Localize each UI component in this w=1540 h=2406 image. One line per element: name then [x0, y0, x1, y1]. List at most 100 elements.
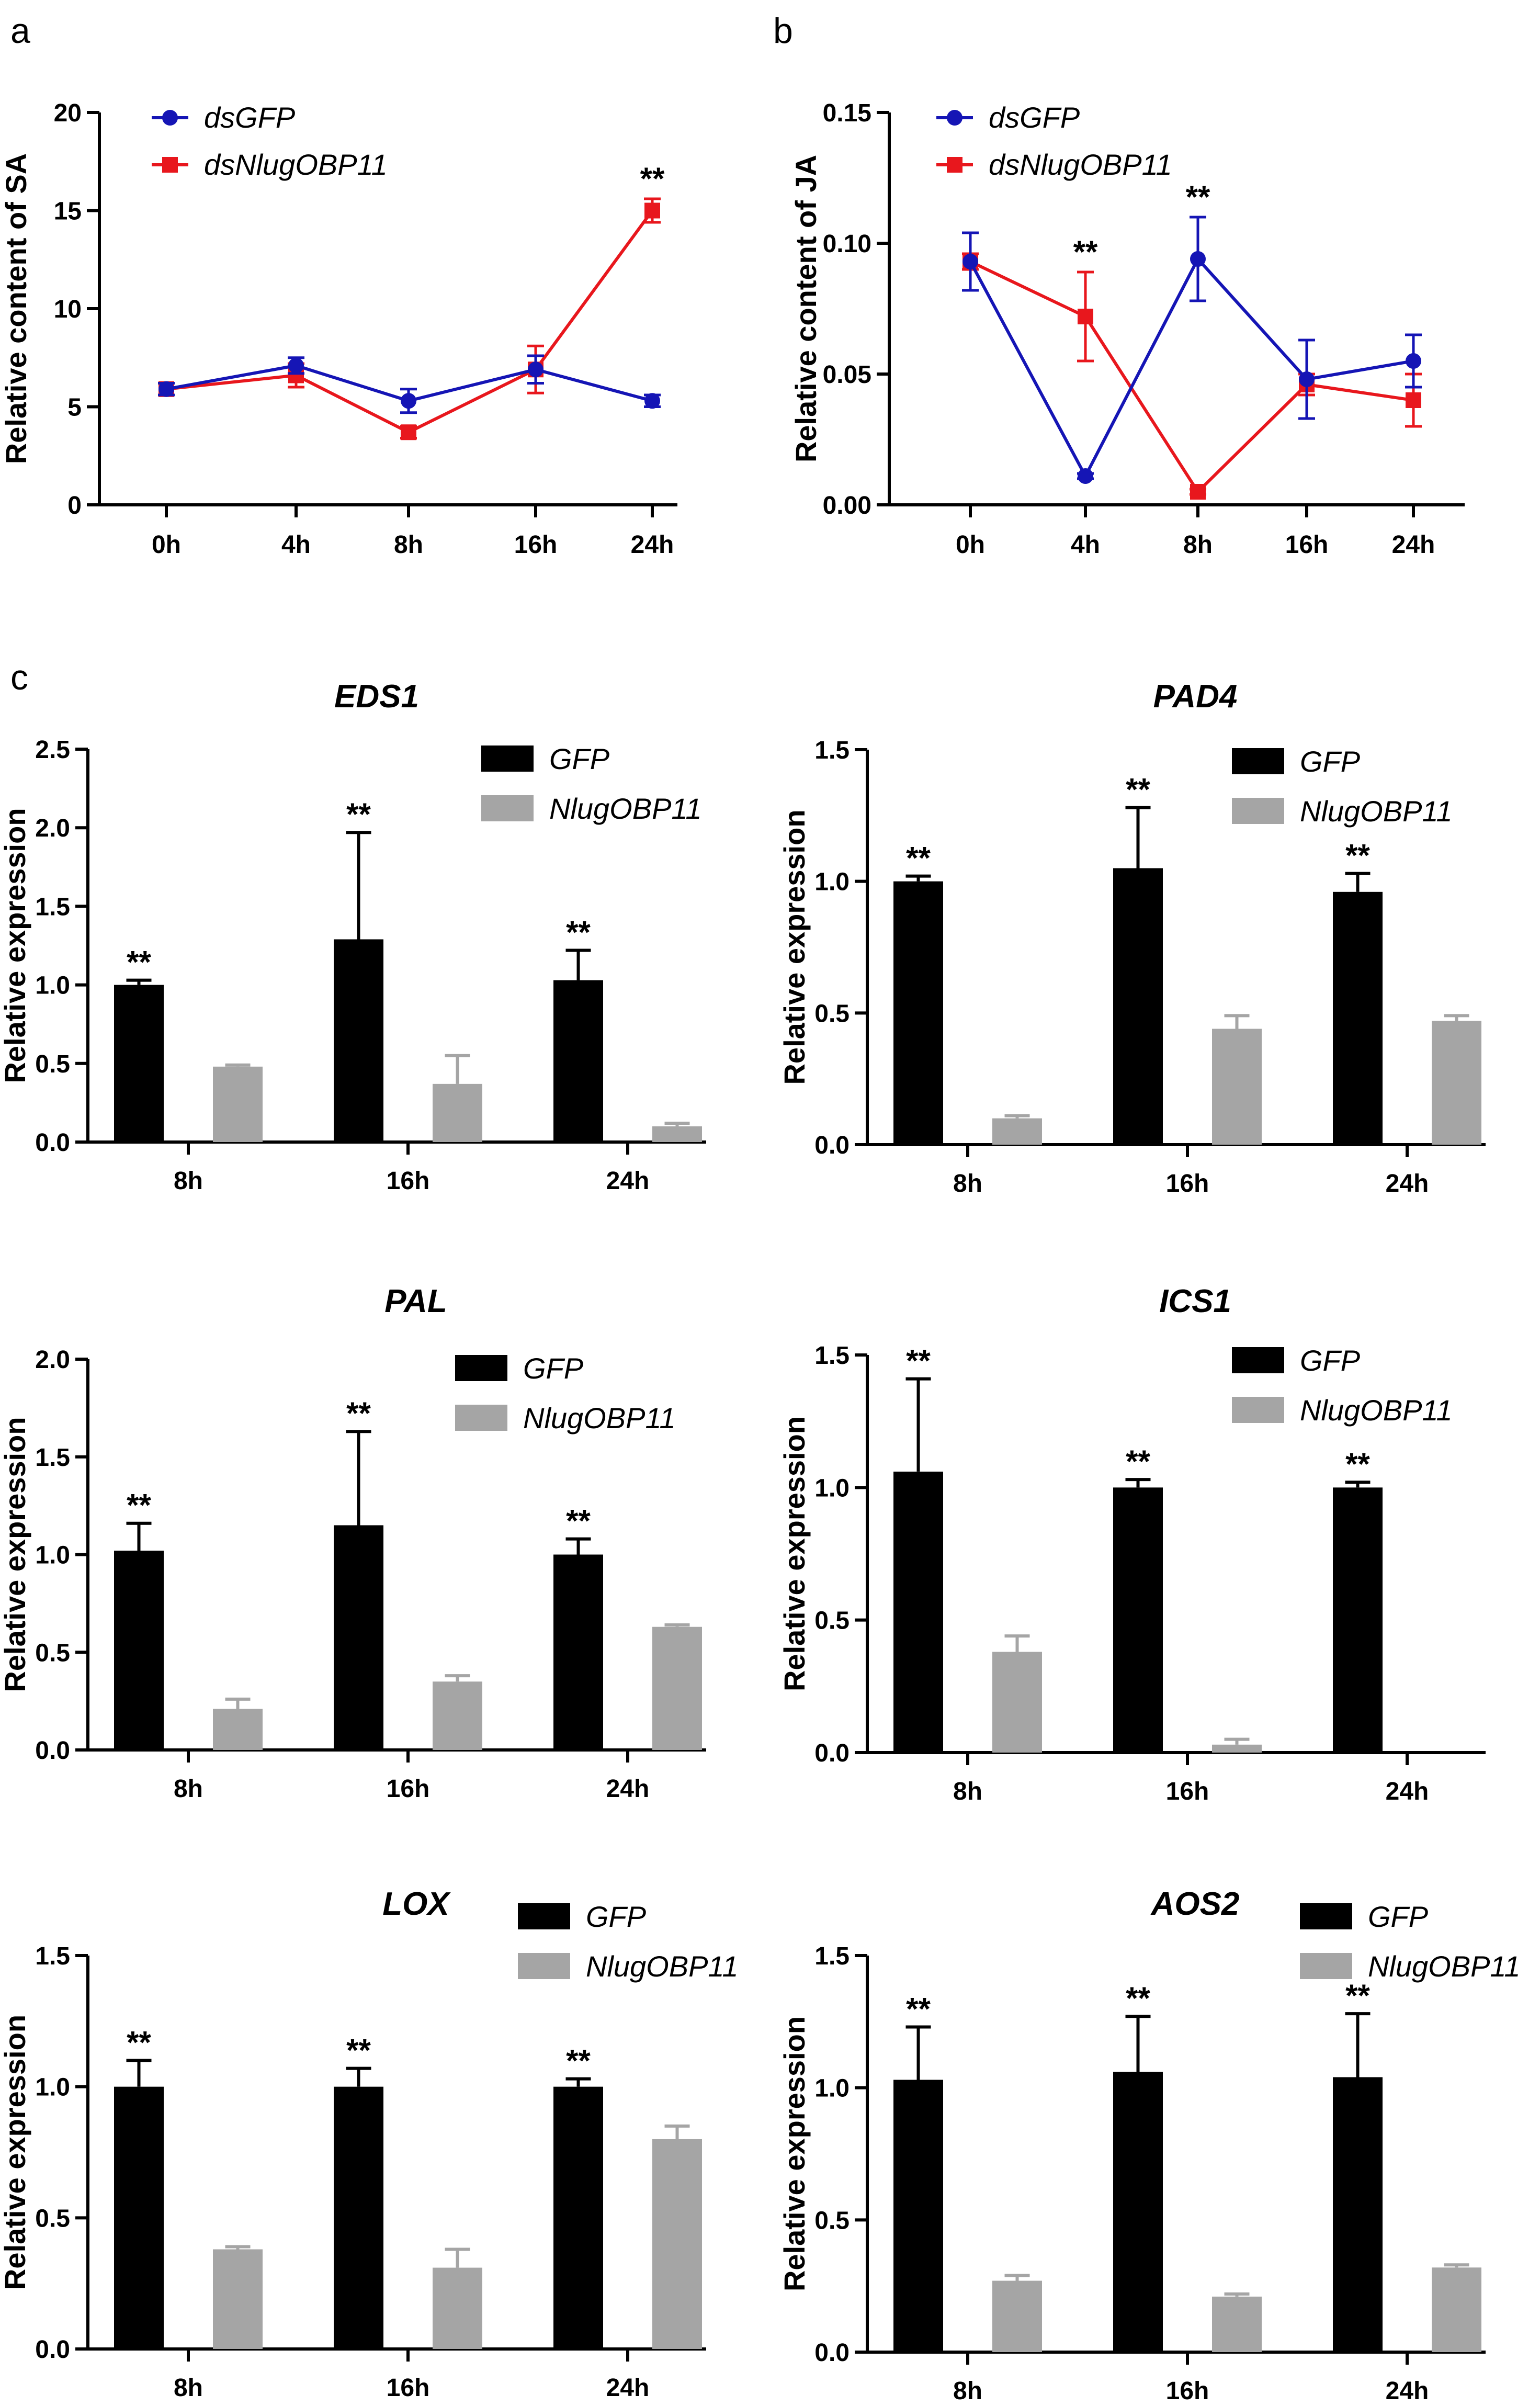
chart-ics1-legend-swatch-NlugOBP11	[1232, 1397, 1284, 1423]
chart-eds1-x-tick-label: 16h	[387, 1167, 430, 1195]
chart-pal-x-tick-label: 24h	[606, 1775, 650, 1803]
panel-a-legend-marker-dsNlugOBP11	[162, 157, 178, 173]
panel-a-legend-marker-dsGFP	[162, 110, 178, 126]
chart-ics1-x-tick-label: 24h	[1386, 1778, 1429, 1805]
chart-aos2-legend-swatch-GFP	[1300, 1903, 1352, 1929]
chart-pad4-series-GFP: ** ** **	[893, 772, 1383, 1145]
chart-eds1-series-GFP: ** ** **	[114, 797, 603, 1142]
chart-lox-legend-label-GFP: GFP	[586, 1900, 646, 1933]
panel-b-x-tick-label: 8h	[1183, 531, 1213, 559]
chart-eds1-bar-GFP	[334, 939, 383, 1142]
panel-b-x-tick-label: 4h	[1071, 531, 1100, 559]
chart-pal-legend-swatch-GFP	[455, 1355, 507, 1381]
chart-pad4-x-tick-label: 16h	[1166, 1170, 1209, 1198]
chart-aos2-y-tick-label: 0.0	[814, 2339, 850, 2367]
chart-aos2-x-tick-label: 16h	[1166, 2377, 1209, 2405]
chart-ics1: ICS1 0.0 0.5 1.0 1.5 8h 16h 24h Relative express…	[778, 1283, 1486, 1805]
chart-eds1-x-tick-label: 24h	[606, 1167, 650, 1195]
panel-a-point-dsGFP	[644, 393, 660, 409]
chart-pad4-legend-swatch-GFP	[1232, 748, 1284, 774]
chart-pad4-title: PAD4	[1153, 679, 1238, 715]
chart-pad4: PAD4 0.0 0.5 1.0 1.5 8h 16h 24h Relative express…	[778, 679, 1486, 1198]
chart-aos2-bar-GFP	[1333, 2077, 1383, 2352]
chart-eds1-significance-label: **	[566, 915, 591, 950]
chart-ics1-x-tick-label: 16h	[1166, 1778, 1209, 1805]
chart-aos2-legend-label-NlugOBP11: NlugOBP11	[1368, 1950, 1521, 1983]
chart-pal-y-axis-title: Relative expression	[0, 1417, 31, 1692]
chart-ics1-y-axis-title: Relative expression	[778, 1416, 811, 1691]
chart-eds1-legend-swatch-NlugOBP11	[481, 795, 534, 821]
chart-pal-x-tick-label: 8h	[174, 1775, 203, 1803]
chart-lox-bar-NlugOBP11	[652, 2139, 702, 2349]
panel-b-point-dsNlugOBP11	[1406, 392, 1421, 408]
chart-lox-y-axis-title: Relative expression	[0, 2015, 31, 2290]
panel-a-significance-label: **	[640, 161, 665, 196]
chart-pal-y-tick-label: 0.0	[35, 1737, 70, 1765]
chart-lox-series-GFP: ** ** **	[114, 2025, 603, 2349]
panel-b-significance-label: **	[1186, 179, 1210, 214]
panel-letter-a: a	[10, 11, 30, 51]
chart-ics1-y-tick-label: 0.5	[814, 1607, 850, 1635]
chart-eds1-title: EDS1	[334, 679, 419, 715]
chart-lox-significance-label: **	[566, 2043, 591, 2079]
chart-pal-significance-label: **	[346, 1396, 371, 1431]
panel-a-y-tick-label: 20	[54, 99, 82, 127]
chart-eds1-x-tick-label: 8h	[174, 1167, 203, 1195]
chart-pad4-y-tick-label: 0.5	[814, 1000, 850, 1027]
chart-eds1-y-tick-label: 2.0	[35, 815, 70, 842]
panel-a-x-tick-label: 0h	[152, 531, 181, 559]
chart-lox: LOX 0.0 0.5 1.0 1.5 8h 16h 24h Relative expressi…	[0, 1886, 739, 2402]
panel-a-point-dsNlugOBP11	[644, 202, 660, 219]
chart-eds1-bar-GFP	[553, 980, 603, 1142]
panel-b-y-axis-title: Relative content of JA	[789, 155, 822, 462]
chart-ics1-y-tick-label: 0.0	[814, 1739, 850, 1767]
panel-b-point-dsGFP	[1406, 353, 1421, 369]
chart-ics1-bar-NlugOBP11	[992, 1652, 1042, 1753]
chart-eds1-series-NlugOBP11	[213, 1054, 702, 1142]
chart-aos2-significance-label: **	[1126, 1981, 1150, 2016]
chart-ics1-series-NlugOBP11	[992, 1634, 1262, 1753]
panel-a-y-axis-title: Relative content of SA	[0, 153, 32, 464]
chart-pal-bar-GFP	[114, 1551, 164, 1750]
panel-b-x-tick-label: 0h	[956, 531, 985, 559]
panel-letter-b: b	[773, 11, 793, 51]
chart-lox-y-tick-label: 1.5	[35, 1942, 70, 1970]
chart-aos2-bar-GFP	[1113, 2072, 1163, 2352]
chart-ics1-title: ICS1	[1159, 1283, 1231, 1319]
chart-ics1-bar-GFP	[1113, 1487, 1163, 1753]
chart-pal-bar-GFP	[553, 1554, 603, 1750]
chart-lox-significance-label: **	[127, 2025, 151, 2060]
chart-pal-x-tick-label: 16h	[387, 1775, 430, 1803]
chart-pad4-series-NlugOBP11	[992, 1014, 1481, 1145]
chart-ics1-significance-label: **	[1345, 1447, 1370, 1482]
chart-aos2-y-tick-label: 1.5	[814, 1942, 850, 1970]
chart-ics1-bar-NlugOBP11	[1212, 1744, 1262, 1753]
panel-b-legend-label-dsGFP: dsGFP	[989, 101, 1080, 134]
chart-aos2-bar-GFP	[893, 2080, 943, 2352]
chart-pal-bar-NlugOBP11	[652, 1626, 702, 1750]
chart-aos2-significance-label: **	[1345, 1978, 1370, 2013]
chart-pad4-bar-GFP	[893, 881, 943, 1145]
chart-pad4-y-tick-label: 1.5	[814, 737, 850, 764]
chart-ics1-x-tick-label: 8h	[953, 1778, 982, 1805]
chart-lox-x-tick-label: 8h	[174, 2374, 203, 2402]
chart-pad4-legend-label-GFP: GFP	[1300, 745, 1360, 778]
chart-aos2-significance-label: **	[906, 1991, 931, 2026]
chart-pal-legend-label-NlugOBP11: NlugOBP11	[523, 1402, 676, 1434]
charts-layer: 0 5 10 15 20 0h 4h 8h 16h 24h Relative content of …	[0, 99, 1521, 2405]
chart-lox-legend-swatch-NlugOBP11	[518, 1953, 570, 1979]
chart-eds1-y-tick-label: 0.5	[35, 1050, 70, 1078]
chart-ics1-series-GFP: ** ** **	[893, 1343, 1383, 1753]
chart-ics1-bar-GFP	[1333, 1487, 1383, 1753]
panel-a-x-tick-label: 16h	[514, 531, 558, 559]
chart-lox-bar-GFP	[553, 2086, 603, 2349]
chart-pal-bar-NlugOBP11	[433, 1681, 482, 1750]
panel-b-legend-label-dsNlugOBP11: dsNlugOBP11	[989, 148, 1172, 181]
panel-a-y-tick-label: 5	[67, 394, 82, 422]
chart-pad4-x-tick-label: 24h	[1386, 1170, 1429, 1198]
panel-b-chart: 0.00 0.05 0.10 0.15 0h 4h 8h 16h 24h Relative con…	[789, 99, 1465, 559]
chart-lox-x-tick-label: 16h	[387, 2374, 430, 2402]
chart-eds1-bar-NlugOBP11	[213, 1066, 263, 1142]
chart-eds1-legend-swatch-GFP	[481, 745, 534, 772]
